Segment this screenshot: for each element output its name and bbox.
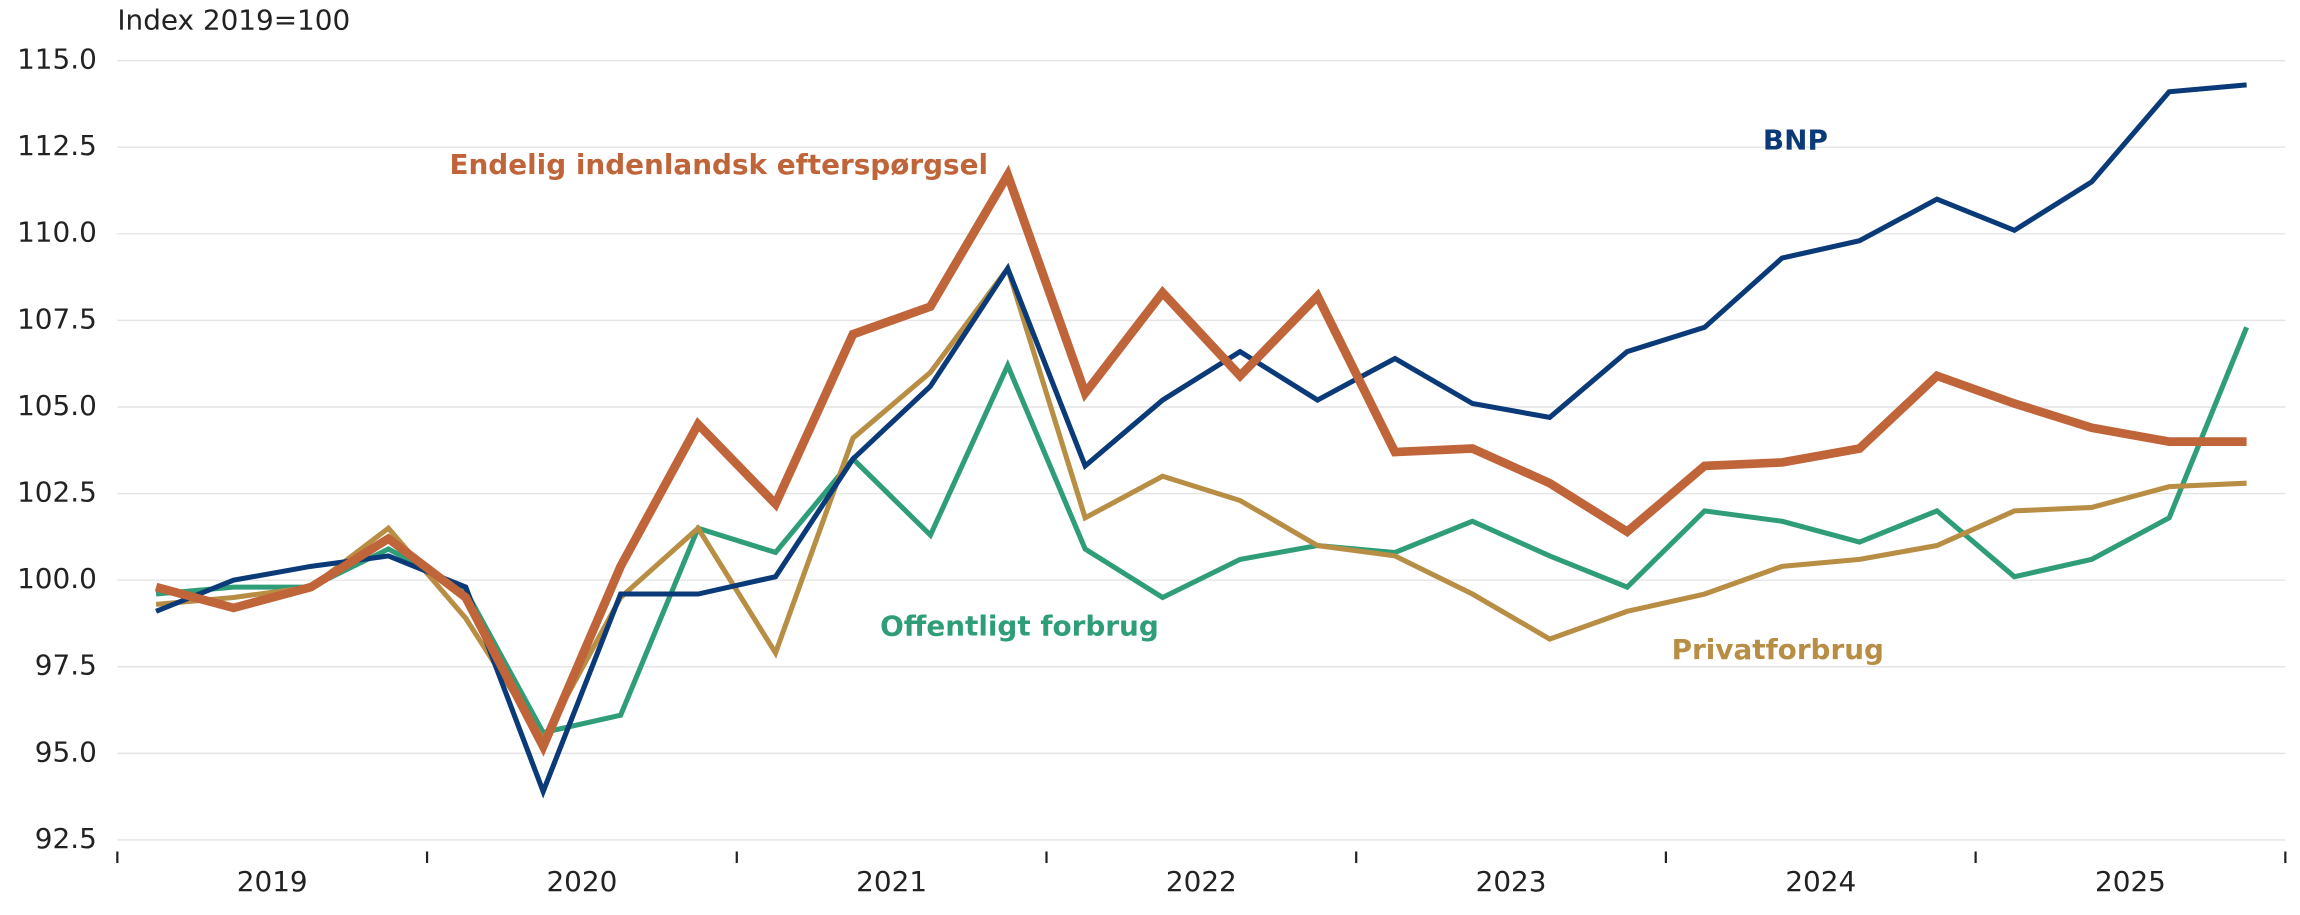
series-label: Privatforbrug: [1672, 633, 1884, 666]
x-tick-label: 2020: [546, 865, 617, 898]
x-tick-label: 2024: [1785, 865, 1856, 898]
y-tick-label: 107.5: [17, 303, 97, 336]
x-tick-label: 2021: [856, 865, 927, 898]
x-tick-label: 2023: [1476, 865, 1547, 898]
series-label: Endelig indenlandsk efterspørgsel: [449, 148, 988, 181]
y-tick-label: 100.0: [17, 562, 97, 595]
y-tick-label: 110.0: [17, 216, 97, 249]
series-line: [155, 82, 2247, 799]
series-label: BNP: [1763, 124, 1828, 157]
series-line: [155, 326, 2249, 736]
y-tick-label: 97.5: [35, 649, 97, 682]
y-tick-label: 92.5: [35, 822, 97, 855]
x-tick-label: 2019: [237, 865, 308, 898]
y-tick-label: 112.5: [17, 129, 97, 162]
y-tick-label: 102.5: [17, 476, 97, 509]
series-label: Offentligt forbrug: [880, 610, 1159, 643]
series-line: [154, 164, 2247, 757]
y-tick-label: 95.0: [35, 736, 97, 769]
chart-title: Index 2019=100: [117, 4, 350, 37]
x-tick-label: 2022: [1166, 865, 1237, 898]
y-tick-label: 115.0: [17, 43, 97, 76]
x-tick-label: 2025: [2095, 865, 2166, 898]
y-tick-label: 105.0: [17, 389, 97, 422]
